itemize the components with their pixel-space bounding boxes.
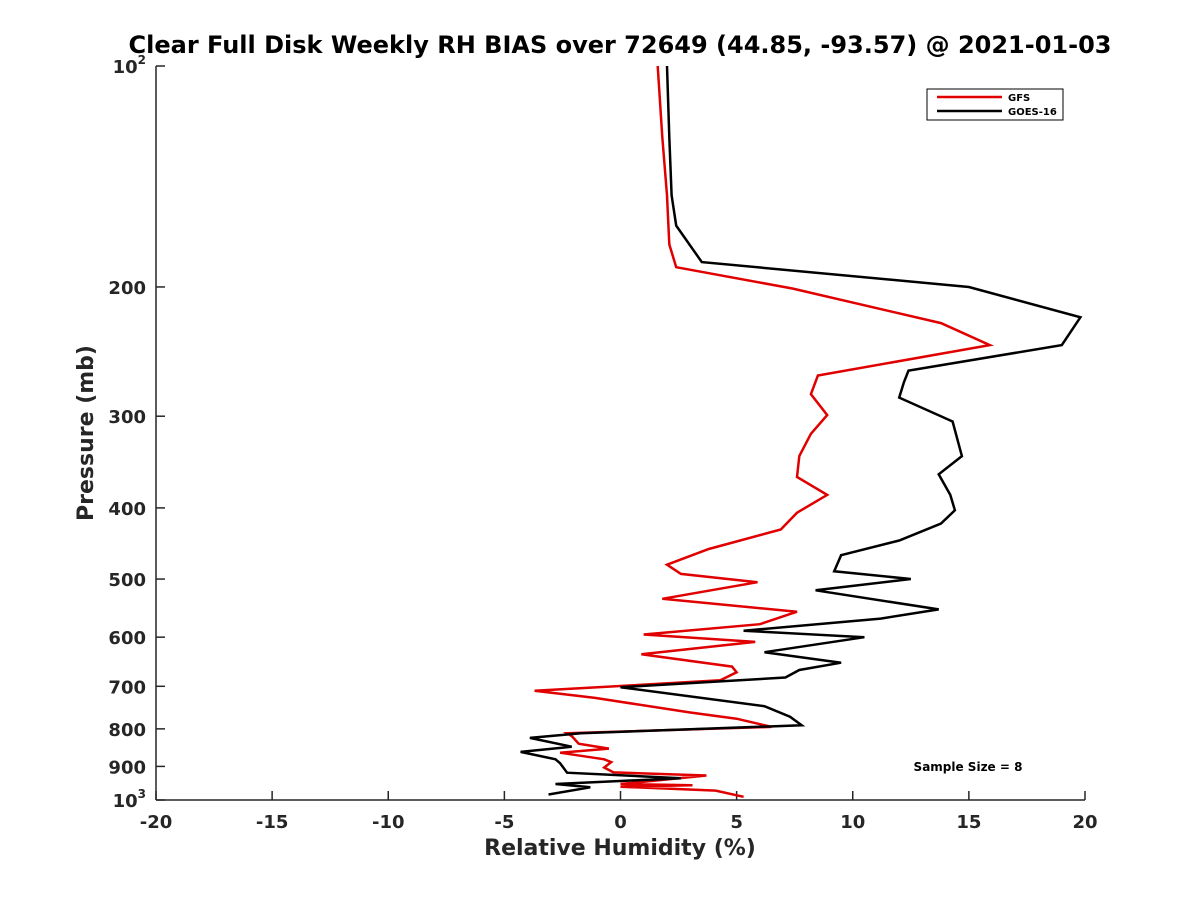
- x-tick-label: 20: [1072, 812, 1097, 833]
- y-tick-label: 800: [108, 720, 146, 741]
- y-tick-label: 400: [108, 499, 146, 520]
- y-tick-exponent: 3: [138, 787, 146, 801]
- x-tick-label: 5: [730, 812, 743, 833]
- x-tick-label: -10: [372, 812, 405, 833]
- y-tick-label: 600: [108, 628, 146, 649]
- legend-box: [926, 88, 1064, 121]
- sample-size-annotation: Sample Size = 8: [914, 760, 1023, 774]
- x-tick-label: 10: [840, 812, 865, 833]
- x-tick-label: 0: [614, 812, 627, 833]
- chart-title: Clear Full Disk Weekly RH BIAS over 7264…: [129, 31, 1112, 59]
- series-lines: [520, 65, 1083, 799]
- x-tick-label: -5: [494, 812, 514, 833]
- y-tick-exponent: 2: [138, 53, 146, 67]
- y-tick-label: 200: [108, 278, 146, 299]
- x-axis-label: Relative Humidity (%): [484, 836, 756, 861]
- y-axis-label: Pressure (mb): [74, 345, 99, 521]
- y-tick-label: 102: [113, 53, 146, 78]
- legend: GFS GOES-16: [926, 88, 1064, 121]
- legend-label-goes16: GOES-16: [1008, 107, 1057, 118]
- series-line-goes16: [520, 65, 1083, 796]
- x-tick-label: -15: [256, 812, 289, 833]
- y-tick-label: 300: [108, 407, 146, 428]
- x-tick-label: -20: [140, 812, 173, 833]
- y-tick-label: 700: [108, 677, 146, 698]
- y-tick-base: 10: [113, 791, 138, 812]
- y-tick-label: 900: [108, 757, 146, 778]
- axes: [155, 66, 1085, 801]
- legend-label-gfs: GFS: [1008, 93, 1030, 104]
- x-ticks: -20 -15 -10 -5 0 5 10 15 20: [140, 791, 1098, 833]
- series-line-gfs: [534, 65, 995, 799]
- x-tick-label: 15: [956, 812, 981, 833]
- y-tick-base: 10: [113, 57, 138, 78]
- y-tick-label: 103: [113, 787, 146, 812]
- y-tick-label: 500: [108, 570, 146, 591]
